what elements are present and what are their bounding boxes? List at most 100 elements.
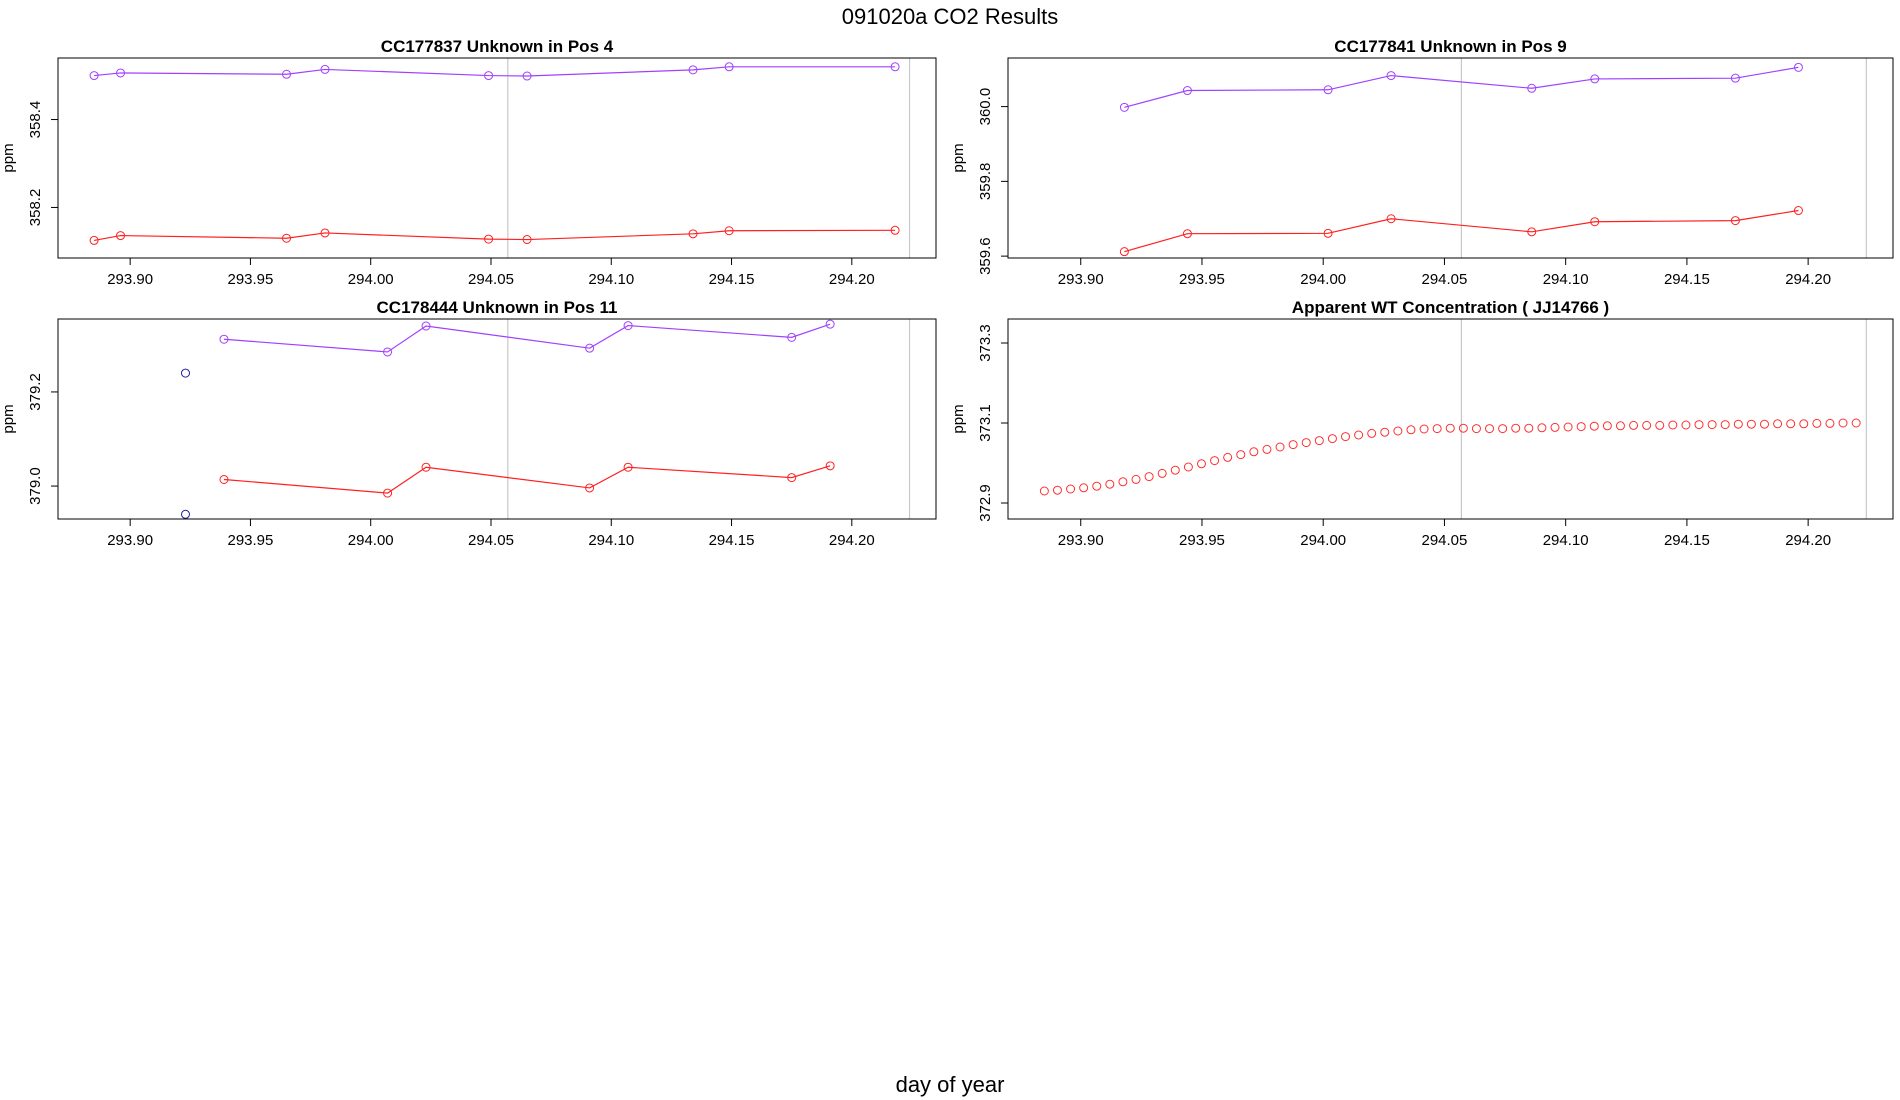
series-1-marker_red [1039, 418, 1861, 496]
series-line [223, 465, 831, 494]
data-point [1851, 418, 1861, 428]
data-point [1118, 477, 1128, 487]
data-point [787, 332, 797, 342]
data-point [1249, 447, 1259, 457]
data-point [1825, 418, 1835, 428]
y-tick-label: 360.0 [977, 88, 994, 126]
data-point [1655, 420, 1665, 430]
data-point [1323, 85, 1333, 95]
data-point [1327, 434, 1337, 444]
data-point [1485, 424, 1495, 434]
data-point [1498, 424, 1508, 434]
data-point [1668, 420, 1678, 430]
data-point [1079, 483, 1089, 493]
x-tick-label: 293.95 [227, 532, 273, 549]
x-tick-label: 294.00 [348, 271, 394, 288]
y-tick-label: 379.0 [27, 467, 44, 505]
data-point [89, 71, 99, 81]
data-point [623, 321, 633, 331]
y-tick-label: 373.1 [977, 404, 994, 442]
x-tick-label: 294.05 [468, 532, 514, 549]
data-point [116, 68, 126, 78]
x-tick-label: 294.00 [1300, 271, 1346, 288]
data-point [1183, 462, 1193, 472]
data-point [219, 334, 229, 344]
data-point [421, 462, 431, 472]
series-1-purple [1119, 62, 1803, 112]
series-2-red [1119, 206, 1803, 257]
data-point [1301, 438, 1311, 448]
series-3-blue [180, 368, 190, 519]
data-point [1707, 420, 1717, 430]
data-point [1602, 421, 1612, 431]
panel-4: Apparent WT Concentration ( JJ14766 ) 293… [950, 298, 1894, 549]
data-point [1629, 420, 1639, 430]
data-point [1066, 484, 1076, 494]
panel-title: CC178444 Unknown in Pos 11 [377, 298, 618, 317]
panel-1: CC177837 Unknown in Pos 4 293.90 293.95 294… [0, 37, 937, 288]
data-point [1589, 421, 1599, 431]
x-tick-label: 294.20 [1785, 532, 1831, 549]
data-point [1590, 217, 1600, 227]
data-point [1182, 229, 1192, 239]
data-point [825, 319, 835, 329]
x-tick-label: 294.10 [1543, 532, 1589, 549]
data-point [1039, 486, 1049, 496]
data-point [1105, 479, 1115, 489]
y-tick-label: 359.6 [977, 237, 994, 275]
x-tick-label: 294.00 [348, 532, 394, 549]
series-line [223, 323, 831, 353]
y-tick-label: 379.2 [27, 373, 44, 411]
data-point [180, 509, 190, 519]
data-point [320, 64, 330, 74]
data-point [1537, 423, 1547, 433]
data-point [383, 347, 393, 357]
x-tick-label: 294.10 [1543, 271, 1589, 288]
data-point [522, 71, 532, 81]
data-point [1511, 423, 1521, 433]
data-point [116, 231, 126, 241]
data-point [1354, 430, 1364, 440]
data-point [1432, 424, 1442, 434]
data-point [1380, 427, 1390, 437]
plot-box [1007, 57, 1894, 259]
series-1-purple [219, 319, 835, 357]
panel-3: CC178444 Unknown in Pos 11 293.90 293.95 29… [0, 298, 937, 549]
series-2-red [89, 225, 900, 245]
data-point [421, 321, 431, 331]
data-point [825, 461, 835, 471]
y-axis-label: ppm [950, 143, 967, 172]
data-point [484, 71, 494, 81]
y-tick-label: 359.8 [977, 163, 994, 201]
data-point [1681, 420, 1691, 430]
data-point [1746, 419, 1756, 429]
x-tick-label: 293.90 [107, 532, 153, 549]
data-point [1131, 474, 1141, 484]
data-point [688, 229, 698, 239]
data-point [1694, 420, 1704, 430]
x-tick-label: 294.15 [709, 532, 755, 549]
x-tick-label: 294.20 [829, 532, 875, 549]
figure-title: 091020a CO2 Results [842, 4, 1058, 29]
x-tick-label: 294.20 [1785, 271, 1831, 288]
data-point [1838, 418, 1848, 428]
data-point [1275, 442, 1285, 452]
data-point [1458, 423, 1468, 433]
data-point [1812, 418, 1822, 428]
plot-box [57, 57, 937, 259]
data-point [1323, 228, 1333, 238]
x-tick-label: 293.95 [1179, 271, 1225, 288]
plot-box [57, 318, 937, 520]
x-tick-label: 294.15 [1664, 532, 1710, 549]
data-point [1386, 71, 1396, 81]
x-tick-label: 294.10 [588, 532, 634, 549]
data-point [1527, 83, 1537, 93]
data-point [890, 225, 900, 235]
data-point [1386, 214, 1396, 224]
x-tick-label: 294.20 [829, 271, 875, 288]
x-tick-label: 294.05 [1421, 532, 1467, 549]
x-tick-label: 293.90 [1058, 532, 1104, 549]
data-point [1157, 468, 1167, 478]
y-tick-label: 358.4 [27, 101, 44, 139]
